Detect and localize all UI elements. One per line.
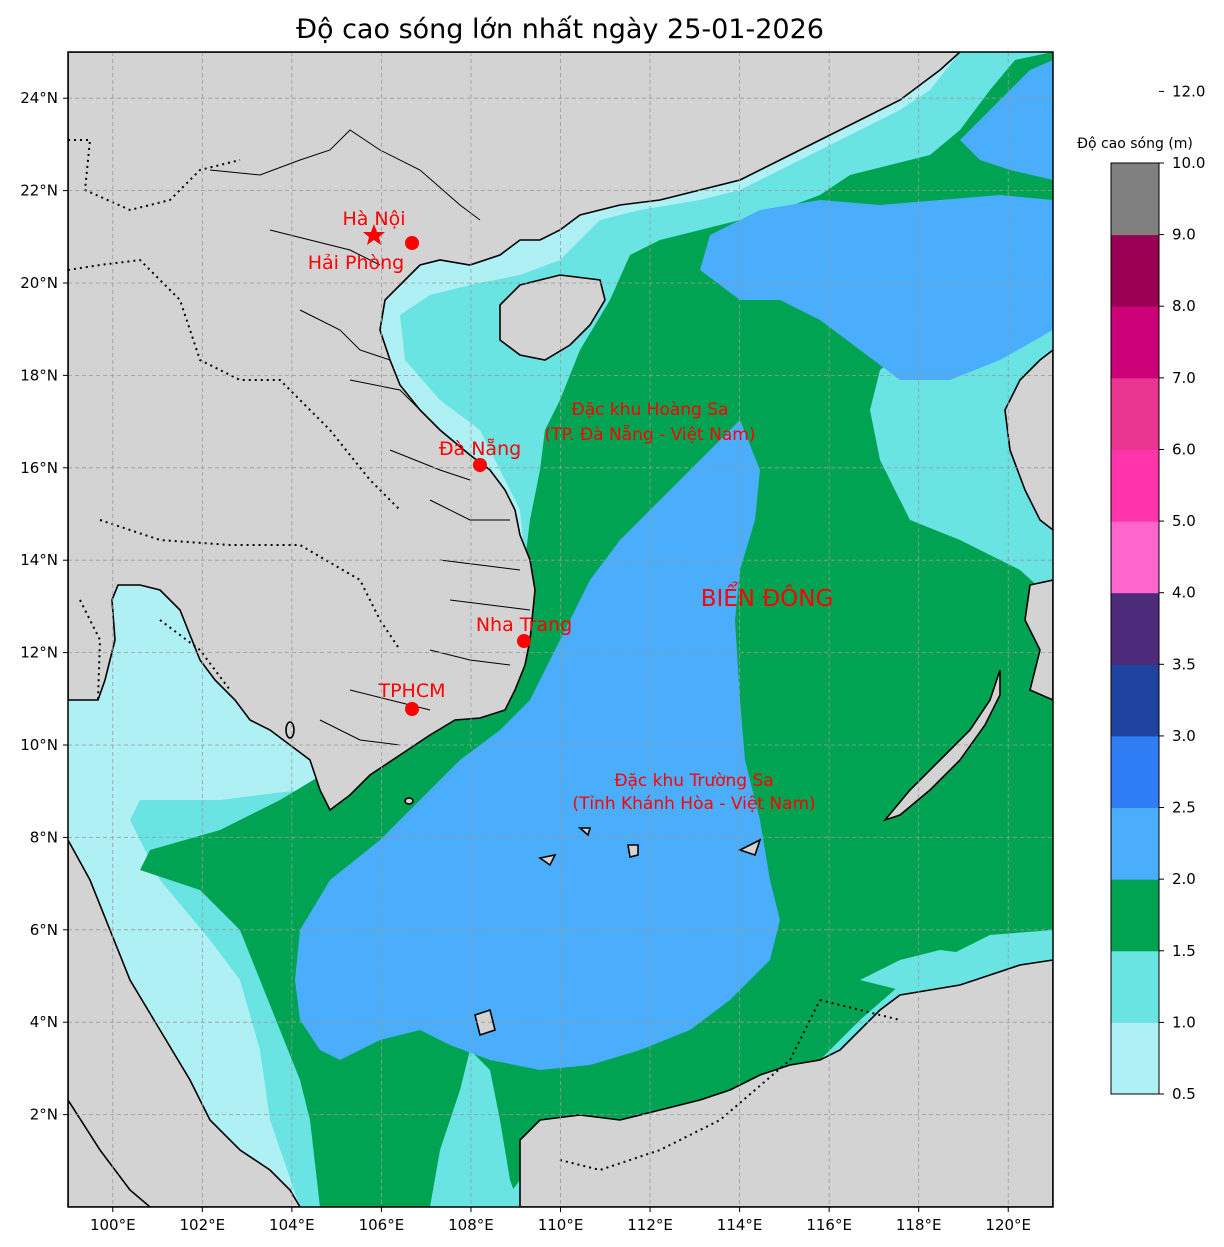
palawan-island — [882, 669, 1001, 822]
lon-tick-label: 118°E — [896, 1216, 942, 1234]
colorbar-tick-label: 9.0 — [1172, 226, 1196, 244]
lon-tick-label: 106°E — [359, 1216, 405, 1234]
nhatrang-label: Nha Trang — [476, 614, 572, 636]
wave-band-1-0-1-5-patch-south — [430, 1050, 520, 1207]
lat-tick-label: 14°N — [20, 551, 58, 569]
lat-tick-label: 16°N — [20, 459, 58, 477]
colorbar-tick-label: 7.0 — [1172, 369, 1196, 387]
con-dao-island — [404, 797, 414, 805]
colorbar-segment — [1111, 664, 1159, 737]
colorbar-segment — [1111, 807, 1159, 880]
lat-tick-label: 22°N — [20, 182, 58, 200]
danang-label: Đà Nẵng — [439, 437, 521, 460]
spratly-island-1 — [538, 853, 557, 867]
colorbar-segment — [1111, 879, 1159, 952]
lat-tick-label: 8°N — [30, 828, 58, 846]
longitude-ticks: 100°E 102°E 104°E 106°E 108°E 110°E 112°E 114°E… — [90, 1207, 1031, 1234]
map-area — [68, 52, 1053, 1207]
colorbar-tick-label: 0.5 — [1172, 1085, 1196, 1103]
city-markers — [363, 224, 531, 716]
lat-tick-label: 18°N — [20, 366, 58, 384]
lon-tick-label: 112°E — [627, 1216, 673, 1234]
lon-tick-label: 114°E — [717, 1216, 763, 1234]
colorbar-tick-label: 5.0 — [1172, 512, 1196, 530]
lon-tick-label: 104°E — [269, 1216, 315, 1234]
lat-tick-label: 20°N — [20, 274, 58, 292]
colorbar-segment — [1111, 163, 1159, 236]
gridlines — [68, 52, 1053, 1207]
haiphong-label: Hải Phòng — [308, 252, 404, 274]
lat-tick-label: 4°N — [30, 1013, 58, 1031]
tphcm-marker — [405, 702, 419, 716]
colorbar-tick-label: 2.0 — [1172, 870, 1196, 888]
colorbar-tick-label: 12.0 — [1172, 82, 1205, 100]
lat-tick-label: 6°N — [30, 921, 58, 939]
lon-tick-label: 110°E — [538, 1216, 584, 1234]
colorbar-tick-label: 6.0 — [1172, 440, 1196, 458]
sumatra-island — [68, 1098, 152, 1207]
hanoi-star-marker — [363, 224, 385, 245]
danang-marker — [473, 458, 487, 472]
colorbar-tick-label: 3.0 — [1172, 727, 1196, 745]
spratly-island-2 — [577, 827, 592, 837]
spratly-island-4 — [737, 838, 762, 857]
bien-dong-label: BIỂN ĐÔNG — [701, 582, 834, 612]
colorbar-tick-label: 2.5 — [1172, 799, 1196, 817]
land-masses — [68, 52, 1053, 1207]
truongsa-label-line1: Đặc khu Trường Sa — [614, 771, 773, 791]
borneo-island — [519, 959, 1053, 1207]
colorbar-segment — [1111, 306, 1159, 379]
lat-tick-label: 10°N — [20, 736, 58, 754]
wave-band-2-0-2-5-north — [700, 60, 1053, 380]
colorbar-segment — [1111, 735, 1159, 809]
country-borders — [68, 139, 901, 1172]
lat-tick-label: 12°N — [20, 644, 58, 662]
hainan-island — [499, 274, 606, 361]
colorbar-segment — [1111, 521, 1159, 594]
map-title: Độ cao sóng lớn nhất ngày 25-01-2026 — [296, 14, 824, 45]
colorbar-tick-label: 8.0 — [1172, 297, 1196, 315]
truongsa-label-line2: (Tỉnh Khánh Hòa - Việt Nam) — [572, 794, 815, 814]
colorbar-frame — [1110, 162, 1160, 1095]
colorbar-tick-label: 10.0 — [1172, 154, 1205, 172]
colorbar-segment — [1111, 592, 1159, 665]
hoangsa-label-line1: Đặc khu Hoàng Sa — [572, 400, 729, 420]
tphcm-label: TPHCM — [377, 680, 445, 702]
colorbar-segment — [1111, 950, 1159, 1023]
colorbar-label: Độ cao sóng (m) — [1077, 136, 1193, 152]
lon-tick-label: 108°E — [448, 1216, 494, 1234]
latitude-ticks: 2°N 4°N 6°N 8°N 10°N 12°N 14°N 16°N 18°N 20°N 22°N… — [20, 89, 68, 1124]
colorbar-ticks: 0.5 1.0 1.5 2.0 2.5 3.0 3.5 4.0 5.0 6.0 7.0 8.0 9.0 1… — [1159, 82, 1205, 1103]
lat-tick-label: 2°N — [30, 1106, 58, 1124]
lon-tick-label: 116°E — [806, 1216, 852, 1234]
spratly-island-3 — [627, 844, 639, 858]
colorbar-segment — [1111, 234, 1159, 307]
hanoi-label: Hà Nội — [342, 208, 405, 230]
lon-tick-label: 102°E — [180, 1216, 226, 1234]
lon-tick-label: 120°E — [985, 1216, 1031, 1234]
luzon-island — [1024, 579, 1053, 701]
colorbar-tick-label: 3.5 — [1172, 655, 1196, 673]
colorbar-segment — [1111, 1022, 1159, 1095]
lat-tick-label: 24°N — [20, 89, 58, 107]
colorbar-tick-label: 4.0 — [1172, 584, 1196, 602]
mainland-asia — [68, 52, 962, 812]
nhatrang-marker — [517, 634, 531, 648]
colorbar — [1111, 163, 1159, 1095]
haiphong-marker — [405, 236, 419, 250]
colorbar-tick-label: 1.5 — [1172, 942, 1196, 960]
lon-tick-label: 100°E — [90, 1216, 136, 1234]
taiwan-island — [1004, 348, 1053, 532]
colorbar-tick-label: 1.0 — [1172, 1013, 1196, 1031]
phu-quoc-island — [285, 721, 295, 739]
colorbar-segment — [1111, 449, 1159, 522]
hoangsa-label-line2: (TP. Đà Nẵng - Việt Nam) — [545, 424, 756, 445]
colorbar-segment — [1111, 377, 1159, 450]
